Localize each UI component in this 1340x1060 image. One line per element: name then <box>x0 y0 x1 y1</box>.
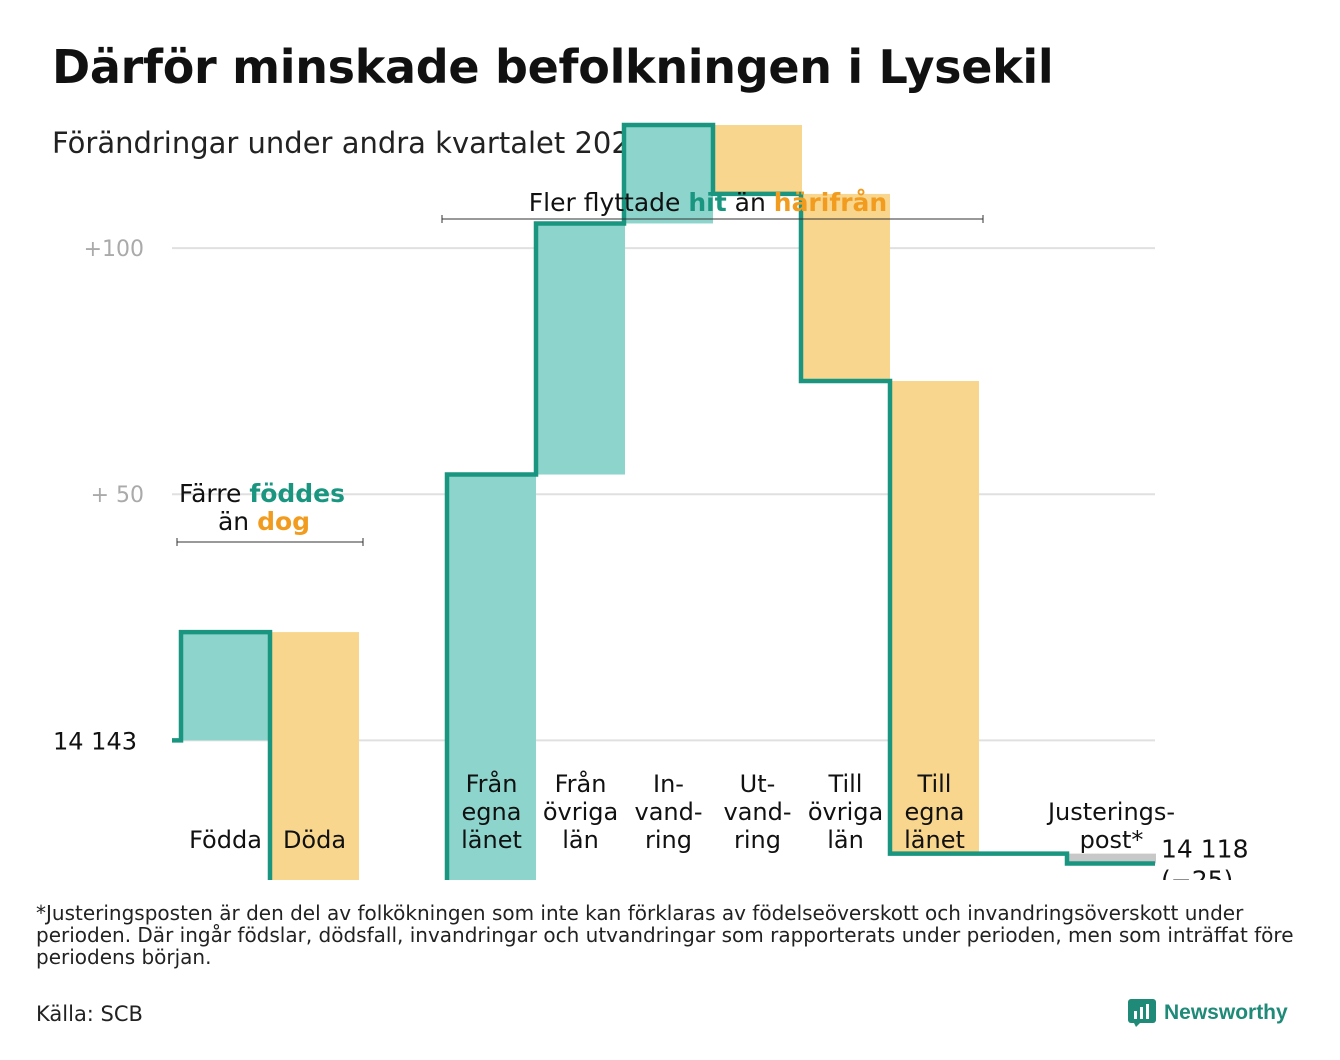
category-label: ring <box>734 826 781 854</box>
births-annotation-line2: än dog <box>218 507 310 536</box>
chart-subtitle: Förändringar under andra kvartalet 2023 <box>52 126 649 160</box>
chart-title: Därför minskade befolkningen i Lysekil <box>52 40 1054 94</box>
category-label: län <box>562 826 599 854</box>
logo-text: Newsworthy <box>1164 1001 1288 1024</box>
category-label: vand- <box>634 798 702 826</box>
category-label: ring <box>645 826 692 854</box>
category-label: Döda <box>283 826 346 854</box>
y-tick-label: +100 <box>84 237 144 262</box>
category-label: vand- <box>723 798 791 826</box>
category-label: Från <box>466 769 518 798</box>
newsworthy-logo[interactable]: Newsworthy <box>1128 998 1288 1028</box>
category-label: länet <box>904 826 965 854</box>
migration-annotation: Fler flyttade hit än härifrån <box>529 188 887 217</box>
waterfall-bar <box>447 474 536 880</box>
change-label: (−25) <box>1161 865 1233 880</box>
end-value-label: 14 118 <box>1161 834 1248 863</box>
births-annotation-line1: Färre föddes <box>179 479 345 508</box>
waterfall-bar <box>713 125 802 194</box>
y-tick-label: + 50 <box>91 483 144 508</box>
waterfall-bar <box>890 381 979 854</box>
category-label: Till <box>917 770 952 798</box>
waterfall-bar <box>801 193 890 381</box>
category-label: län <box>827 826 864 854</box>
waterfall-bar <box>624 125 713 224</box>
category-label: In- <box>653 770 684 798</box>
waterfall-bar <box>1067 853 1156 864</box>
category-label: egna <box>462 798 522 826</box>
category-label: Till <box>828 770 863 798</box>
footnote: *Justeringsposten är den del av folkökni… <box>36 901 1294 969</box>
waterfall-bar <box>536 223 625 475</box>
category-label: Justerings- <box>1046 798 1175 826</box>
source-note: Källa: SCB <box>36 1002 143 1026</box>
start-value-label: 14 143 <box>53 727 137 755</box>
category-label: Födda <box>189 826 262 854</box>
category-label: post* <box>1080 826 1144 854</box>
cumulative-step-line <box>172 122 1155 880</box>
waterfall-bar <box>270 632 359 880</box>
category-label: länet <box>461 826 522 854</box>
category-label: Ut- <box>740 770 776 798</box>
bar-chart-icon <box>1128 999 1156 1027</box>
category-label: Från <box>555 769 607 798</box>
category-label: övriga <box>543 798 618 826</box>
waterfall-bar <box>181 632 270 741</box>
category-label: övriga <box>808 798 883 826</box>
category-label: egna <box>905 798 965 826</box>
